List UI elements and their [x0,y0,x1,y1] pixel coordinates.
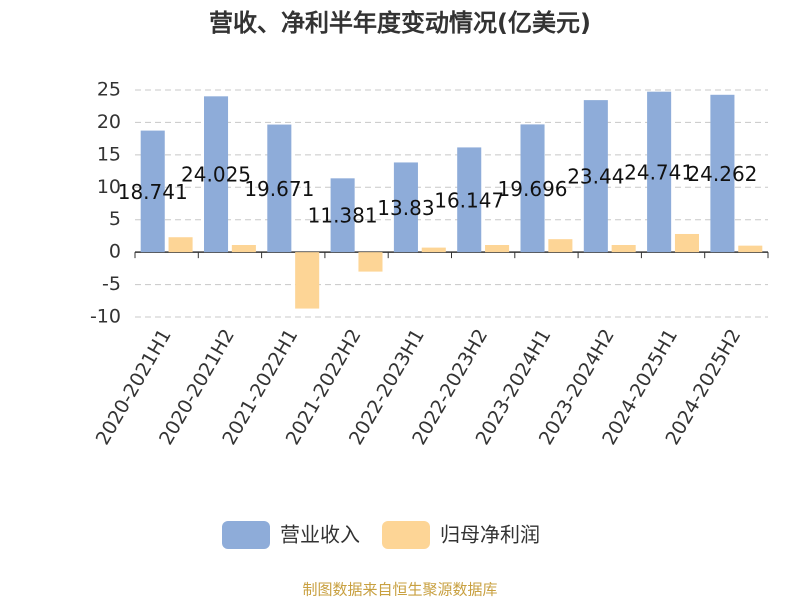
bar [485,245,510,253]
bar [421,247,446,253]
data-label: 19.671 [244,177,314,201]
chart-title: 营收、净利半年度变动情况(亿美元) [209,9,591,37]
data-label: 18.741 [118,180,188,204]
bar [140,130,165,253]
y-tick-label: 10 [97,176,121,198]
y-tick-label: 5 [109,208,121,230]
bar [267,124,292,253]
bar [611,245,636,253]
legend-label: 归母净利润 [440,523,540,547]
data-label: 24.262 [687,162,757,186]
legend-label: 营业收入 [280,523,360,547]
bar [358,252,383,272]
bar [583,100,608,253]
data-label: 24.741 [624,160,694,184]
y-tick-label: 25 [97,79,121,101]
bar [231,245,256,253]
data-label: 23.44 [567,165,624,189]
bar [548,239,573,253]
y-tick-label: -10 [90,306,121,328]
data-label: 11.381 [308,204,378,228]
bar [203,96,229,253]
bar [168,237,193,253]
bar [295,252,320,309]
y-tick-label: -5 [102,273,121,295]
data-label: 16.147 [434,188,504,212]
bar [457,147,482,253]
bar [647,91,672,253]
source-note: 制图数据来自恒生聚源数据库 [302,581,497,599]
bar [738,245,763,253]
bar [330,178,355,253]
bar [393,162,418,253]
bar [520,124,545,253]
legend-swatch [222,521,270,549]
y-tick-label: 15 [97,143,121,165]
legend-swatch [382,521,430,549]
y-tick-label: 20 [97,111,121,133]
bar [710,94,735,253]
y-tick-label: 0 [109,241,121,263]
data-label: 19.696 [498,177,568,201]
data-label: 13.83 [377,196,434,220]
data-label: 24.025 [181,163,251,187]
bar [674,233,700,253]
